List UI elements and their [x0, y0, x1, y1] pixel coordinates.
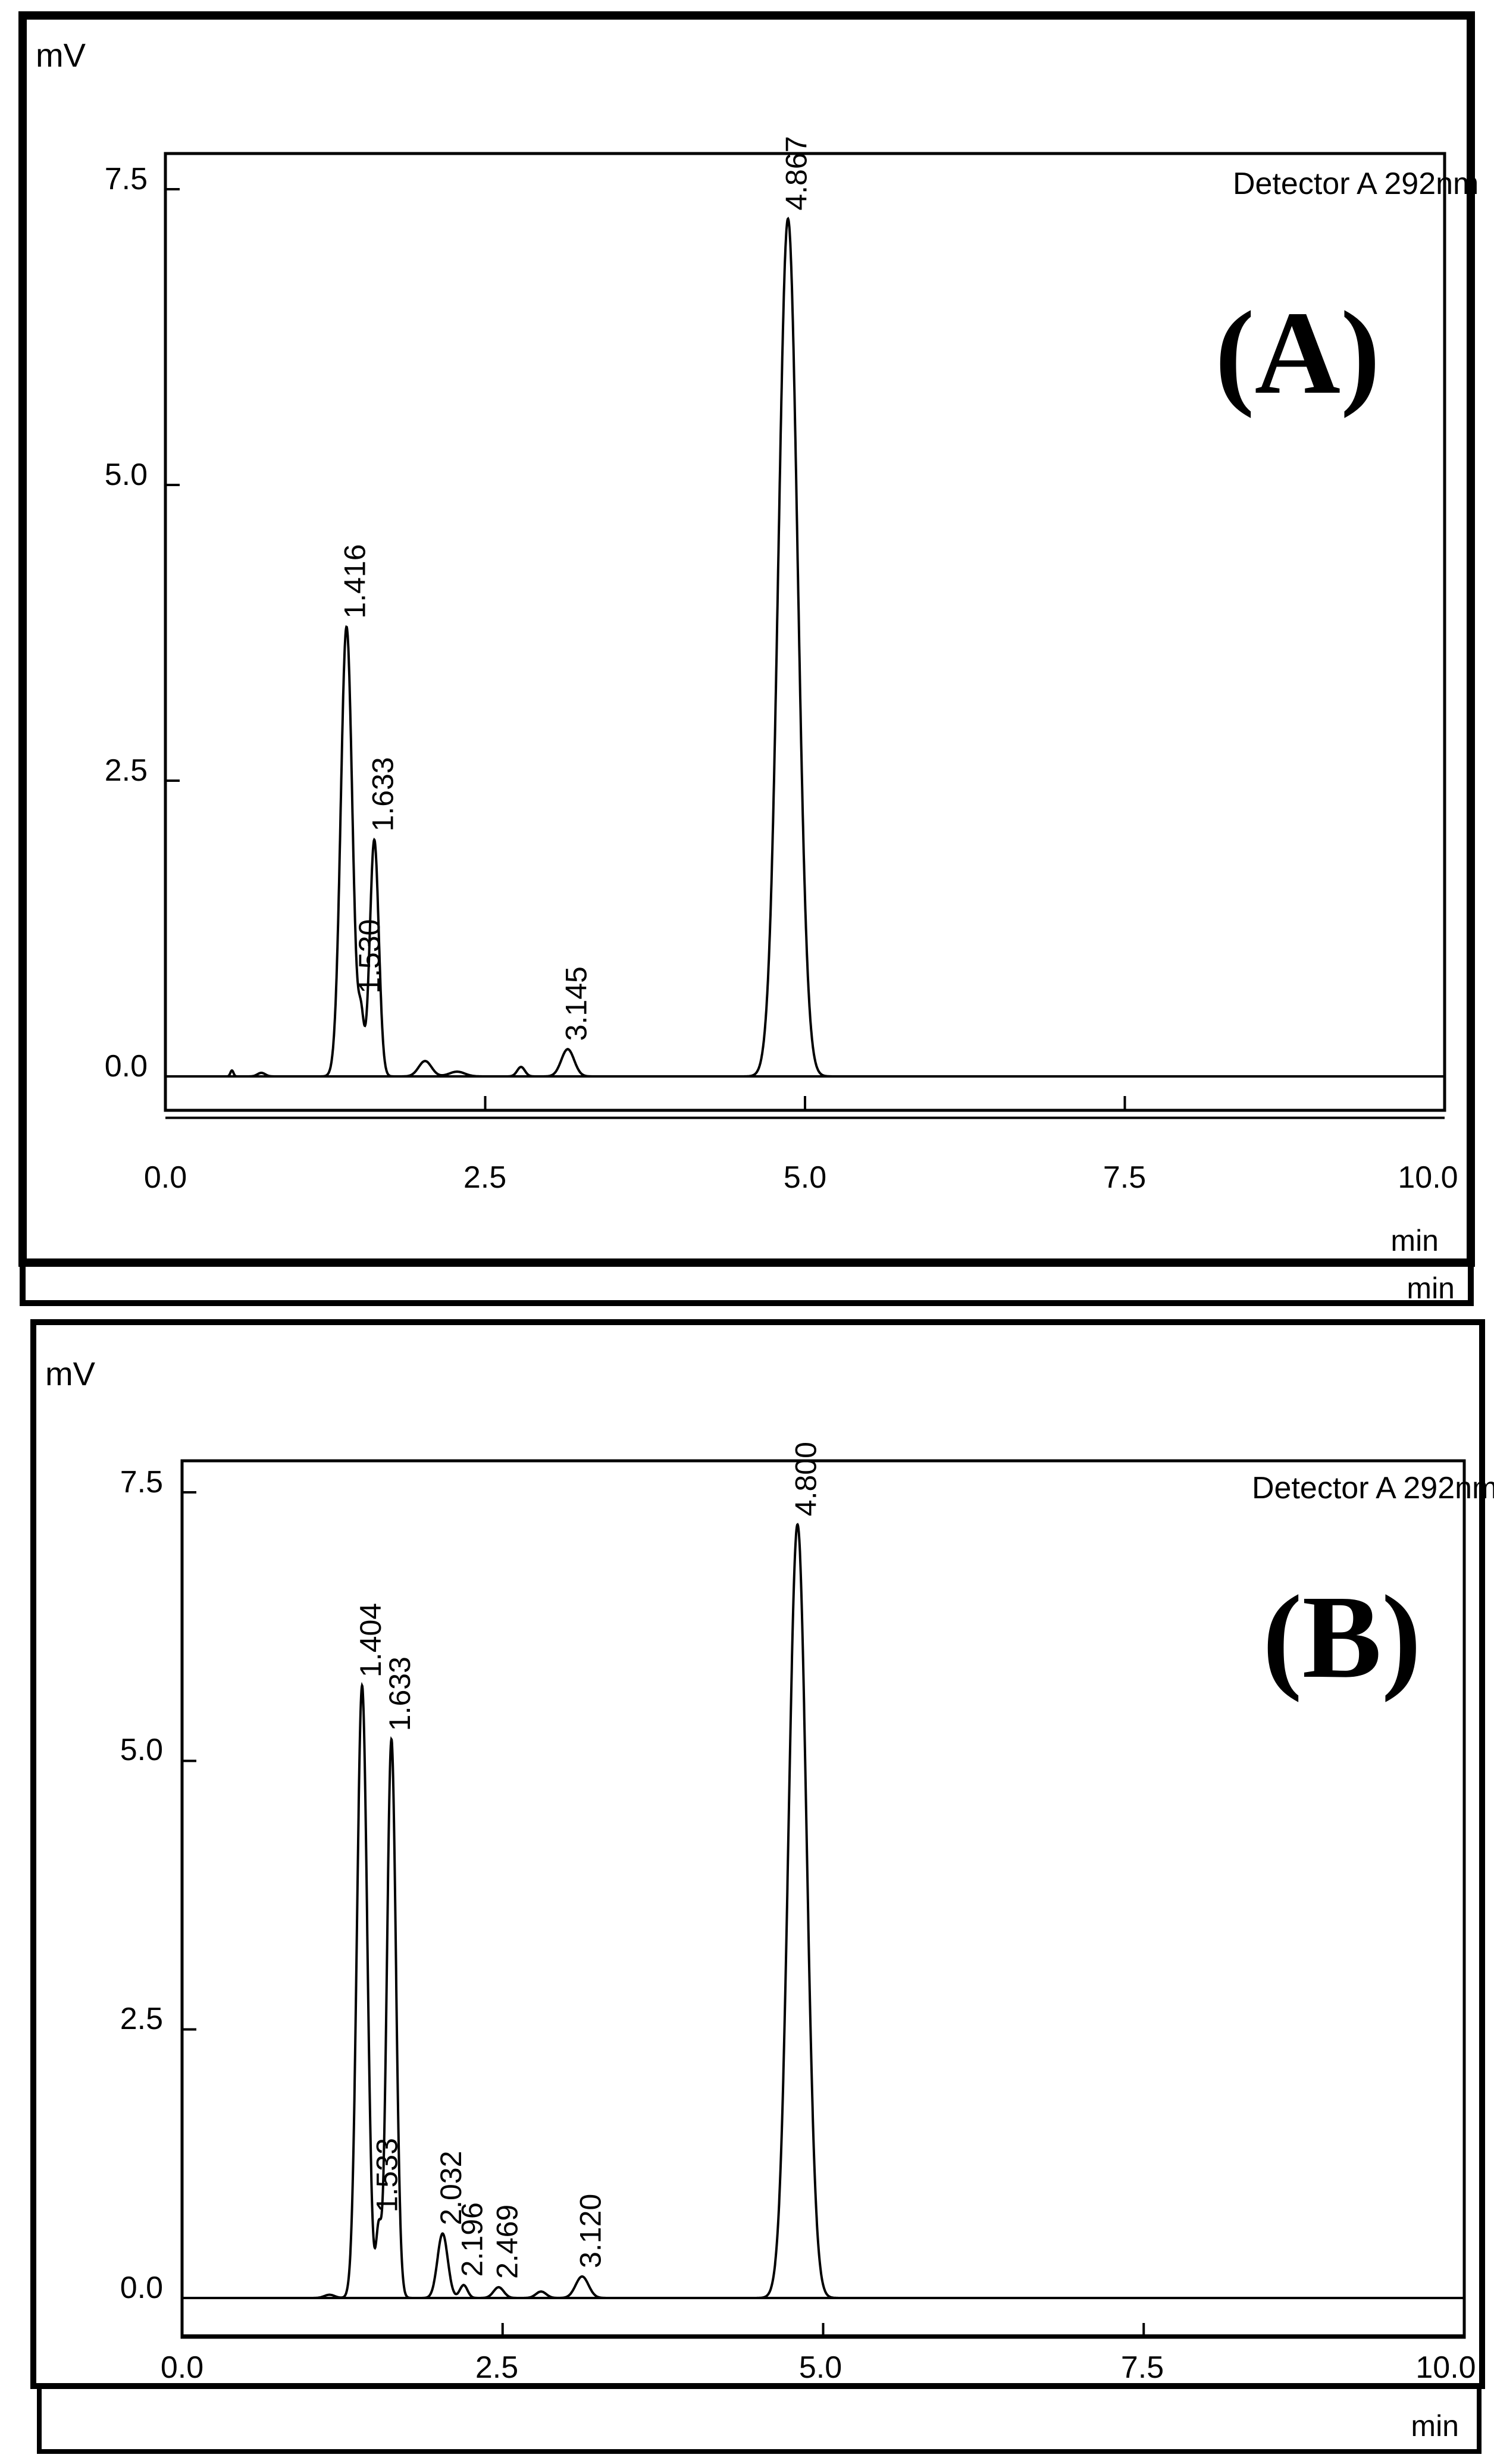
- peak-rt-label: 2.196: [455, 2202, 488, 2277]
- x-axis-unit-label: min: [1390, 1224, 1439, 1257]
- xtick-label: 7.5: [1103, 1160, 1146, 1195]
- chromatogram-trace: [291, 1523, 1464, 2299]
- peak-rt-label: 1.530: [353, 919, 386, 994]
- ytick-label: 5.0: [120, 1733, 163, 1767]
- peak-apex: [360, 1000, 362, 1003]
- peak-apex: [456, 1070, 459, 1073]
- xtick-label: 7.5: [1121, 2350, 1164, 2385]
- panel-a-chart: mV Detector A 292nm (A) 7.5 5.0 2.5 0.0 …: [36, 36, 1479, 1305]
- peak-apex: [566, 1048, 569, 1051]
- ytick-label: 2.5: [120, 2002, 163, 2036]
- xtick-label: 0.0: [161, 2350, 203, 2385]
- peak-rt-label: 3.145: [559, 966, 593, 1041]
- peak-apex: [787, 217, 790, 220]
- panel-label: (B): [1263, 1571, 1421, 1703]
- peak-rt-label: 1.404: [354, 1603, 387, 1677]
- peak-apex: [345, 625, 348, 628]
- peak-apex: [540, 2290, 543, 2293]
- x-axis-unit-label-extra: min: [1407, 1272, 1455, 1305]
- ytick-label: 5.0: [105, 458, 148, 492]
- ytick-label: 0.0: [105, 1049, 148, 1084]
- peak-rt-label: 1.633: [383, 1657, 416, 1731]
- xtick-label: 5.0: [784, 1160, 826, 1195]
- xtick-label: 2.5: [463, 1160, 506, 1195]
- peak-apex: [462, 2284, 465, 2287]
- chromatogram-trace: [165, 217, 1445, 1078]
- peak-apex: [581, 2275, 584, 2278]
- y-axis-unit-label: mV: [36, 36, 86, 74]
- peak-rt-label: 2.469: [490, 2205, 524, 2279]
- y-axis-unit-label: mV: [45, 1355, 96, 1392]
- xtick-label: 0.0: [144, 1160, 187, 1195]
- xtick-label: 10.0: [1398, 1160, 1458, 1195]
- peak-apex: [373, 838, 376, 841]
- xtick-label: 10.0: [1415, 2350, 1476, 2385]
- peak-apex: [441, 2232, 444, 2235]
- panel-b-chart: mV Detector A 292nm (B) 7.5 5.0 2.5 0.0 …: [45, 1355, 1494, 2443]
- peak-apex: [328, 2293, 331, 2296]
- panel-label: (A): [1215, 287, 1380, 419]
- ytick-label: 7.5: [120, 1465, 163, 1499]
- peak-rt-label: 4.800: [790, 1442, 823, 1516]
- peak-apex: [390, 1738, 393, 1741]
- peak-apex: [361, 1685, 364, 1687]
- peak-apex: [519, 1066, 522, 1069]
- ytick-label: 2.5: [105, 753, 148, 788]
- detector-label: Detector A 292nm: [1252, 1471, 1494, 1505]
- peak-rt-label: 1.633: [366, 757, 399, 831]
- peak-apex: [230, 1069, 233, 1072]
- peak-apex: [377, 2219, 380, 2222]
- detector-label: Detector A 292nm: [1233, 167, 1479, 201]
- xtick-label: 2.5: [475, 2350, 518, 2385]
- peak-apex: [260, 1072, 263, 1074]
- x-axis-unit-label: min: [1411, 2409, 1459, 2443]
- peak-rt-label: 4.867: [780, 136, 813, 211]
- peak-rt-label: 3.120: [574, 2194, 607, 2268]
- panel-a-marks: 1.416 1.530 1.633 3.145 4.867: [164, 136, 1446, 1119]
- ytick-label: 7.5: [105, 162, 148, 196]
- ytick-label: 0.0: [120, 2271, 163, 2305]
- peak-rt-label: 1.416: [339, 544, 372, 618]
- peak-apex: [796, 1523, 799, 1526]
- xtick-label: 5.0: [799, 2350, 842, 2385]
- peak-rt-label: 1.533: [371, 2138, 404, 2212]
- peak-apex: [424, 1060, 427, 1063]
- peak-rt-label: 2.032: [434, 2151, 468, 2225]
- peak-apex: [497, 2285, 500, 2288]
